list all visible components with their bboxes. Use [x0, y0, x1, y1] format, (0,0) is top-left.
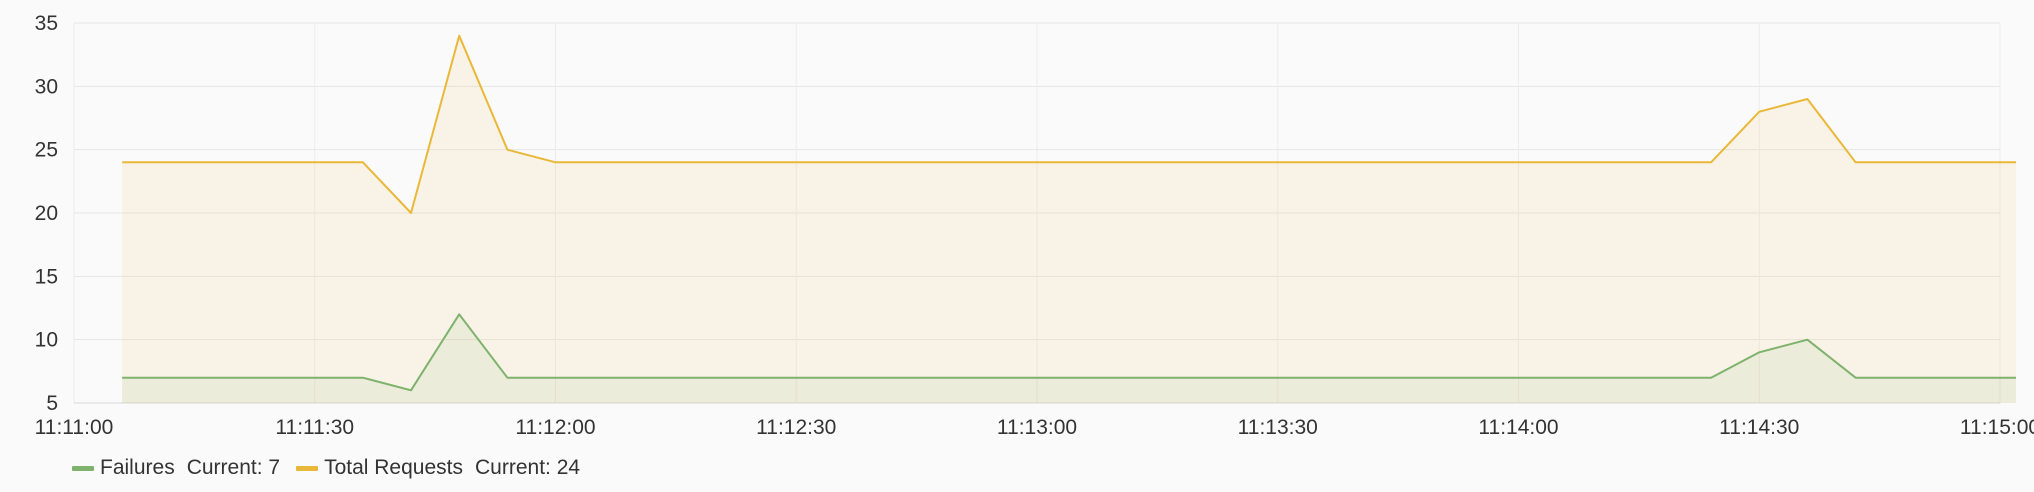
data-point-total-requests[interactable]	[119, 159, 125, 165]
x-tick-label: 11:14:30	[1719, 416, 1799, 439]
data-point-failures[interactable]	[553, 375, 559, 381]
legend-item-failures[interactable]: Failures Current: 7	[72, 456, 280, 480]
chart-grid	[73, 22, 2001, 404]
x-tick-label: 11:12:00	[515, 416, 595, 439]
x-tick-label: 11:11:30	[275, 416, 354, 439]
series-line-total-requests[interactable]	[122, 34, 2016, 214]
data-point-total-requests[interactable]	[1708, 159, 1714, 165]
data-point-total-requests[interactable]	[553, 159, 559, 165]
legend-series-name: Failures	[100, 456, 175, 479]
data-point-failures[interactable]	[504, 375, 510, 381]
data-point-total-requests[interactable]	[1804, 96, 1810, 102]
data-point-failures[interactable]	[2013, 375, 2019, 381]
y-tick-label: 25	[35, 139, 58, 162]
legend-current-value: Current: 24	[475, 456, 581, 479]
legend-swatch-failures	[72, 465, 94, 471]
x-tick-label: 11:14:00	[1478, 416, 1558, 439]
data-point-failures[interactable]	[1853, 375, 1859, 381]
x-tick-label: 11:11:00	[35, 416, 114, 439]
x-tick-label: 11:13:30	[1238, 416, 1318, 439]
y-tick-label: 30	[35, 75, 58, 98]
data-point-total-requests[interactable]	[408, 210, 414, 216]
legend-item-total-requests[interactable]: Total Requests Current: 24	[296, 456, 580, 480]
y-tick-label: 20	[35, 202, 58, 225]
y-tick-label: 5	[46, 392, 58, 415]
y-tick-label: 10	[35, 329, 58, 352]
y-axis: 5 10 15 20 25 30 35	[35, 12, 58, 415]
x-tick-label: 11:12:30	[756, 416, 836, 439]
x-axis: 11:11:00 11:11:30 11:12:00 11:12:30 11:13:00…	[35, 416, 2034, 439]
data-point-total-requests[interactable]	[2013, 159, 2019, 165]
y-tick-label: 15	[35, 265, 58, 288]
legend-series-name: Total Requests	[324, 456, 463, 479]
data-point-failures[interactable]	[1804, 337, 1810, 343]
series-lines	[119, 33, 2019, 393]
data-point-total-requests[interactable]	[1756, 109, 1762, 115]
area-failures	[122, 314, 2017, 403]
x-tick-label: 11:15:00	[1960, 416, 2034, 439]
data-point-total-requests[interactable]	[1853, 159, 1859, 165]
data-point-failures[interactable]	[408, 387, 414, 393]
data-point-failures[interactable]	[1708, 375, 1714, 381]
data-point-total-requests[interactable]	[504, 147, 510, 153]
legend-current-value: Current: 7	[186, 456, 281, 479]
data-point-failures[interactable]	[119, 375, 125, 381]
legend-swatch-total-requests	[296, 465, 319, 471]
x-tick-label: 11:13:00	[997, 416, 1077, 439]
y-tick-label: 35	[35, 12, 58, 35]
data-point-total-requests[interactable]	[456, 33, 462, 39]
chart-legend: Failures Current: 7 Total Requests Curre…	[72, 456, 596, 480]
data-point-total-requests[interactable]	[360, 159, 366, 165]
data-point-failures[interactable]	[360, 375, 366, 381]
series-line-failures[interactable]	[122, 313, 2016, 392]
area-total-requests	[122, 35, 2017, 403]
data-point-failures[interactable]	[456, 311, 462, 317]
data-point-failures[interactable]	[1756, 349, 1762, 355]
series-areas	[122, 35, 2017, 403]
